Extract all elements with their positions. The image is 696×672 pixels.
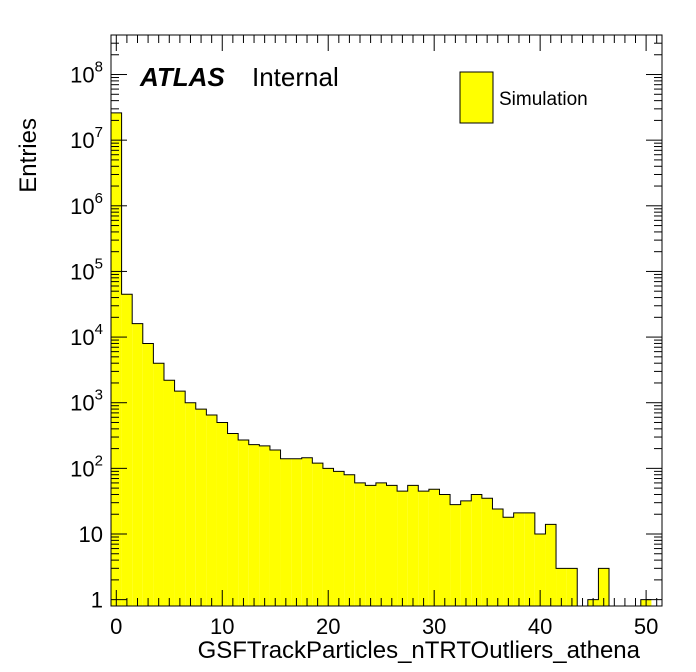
y-tick-label: 1 <box>91 588 103 613</box>
x-tick-labels: 0 10 20 30 40 50 <box>110 614 658 639</box>
y-tick-base: 10 <box>70 456 94 481</box>
histogram-bar <box>545 524 557 606</box>
histogram-bar <box>291 458 302 606</box>
histogram-bar <box>269 450 281 606</box>
histogram-bar <box>513 512 525 606</box>
histogram-bar <box>439 494 451 606</box>
histogram-bar <box>365 485 376 606</box>
histogram-bar <box>450 504 461 606</box>
y-tick-base: 10 <box>70 391 94 416</box>
histogram-outline <box>110 112 652 607</box>
histogram-bar <box>238 440 249 606</box>
histogram-bar <box>566 568 578 606</box>
y-tick-base: 10 <box>70 63 94 88</box>
y-tick-label: 103 <box>70 387 103 416</box>
histogram-bar <box>121 294 133 606</box>
histogram-bar <box>216 422 228 606</box>
y-tick-label: 107 <box>70 124 103 153</box>
histogram-bar <box>185 402 196 606</box>
y-tick-exponent: 4 <box>95 321 103 338</box>
histogram-bar <box>163 380 175 606</box>
y-tick-exponent: 3 <box>95 387 103 404</box>
histogram-bar <box>142 343 154 606</box>
histogram-bar <box>280 458 292 606</box>
histogram-bar <box>344 474 355 606</box>
y-tick-base: 1 <box>91 588 103 613</box>
histogram-bar <box>206 414 217 606</box>
atlas-label: ATLAS <box>139 62 225 92</box>
histogram-bar <box>534 533 546 606</box>
histogram-bar <box>481 498 493 606</box>
y-tick-label: 104 <box>70 321 103 350</box>
legend: Simulation <box>459 71 588 124</box>
histogram-bar <box>153 363 164 606</box>
histogram-bar <box>375 482 387 606</box>
y-tick-exponent: 2 <box>95 452 103 469</box>
y-tick-base: 10 <box>70 259 94 284</box>
histogram-bars <box>110 112 652 607</box>
y-tick-exponent: 7 <box>95 124 103 141</box>
x-tick-label: 50 <box>634 614 658 639</box>
y-tick-base: 10 <box>70 128 94 153</box>
legend-label: Simulation <box>499 89 588 110</box>
y-tick-base: 10 <box>79 522 103 547</box>
histogram-bar <box>312 463 323 606</box>
y-tick-exponent: 6 <box>95 190 103 207</box>
histogram-bar <box>195 409 207 606</box>
y-tick-label: 108 <box>70 59 103 88</box>
y-tick-exponent: 5 <box>95 255 103 272</box>
x-tick-label: 10 <box>210 614 234 639</box>
histogram-bar <box>259 445 270 606</box>
histogram-bar <box>428 489 440 606</box>
histogram-bar <box>386 485 398 606</box>
histogram-bar <box>397 491 408 606</box>
x-tick-label: 20 <box>316 614 340 639</box>
histogram-bar <box>354 482 366 606</box>
histogram-bar <box>503 517 514 606</box>
y-axis-title: Entries <box>15 118 42 193</box>
histogram-bar <box>248 444 260 606</box>
y-tick-label: 105 <box>70 255 103 284</box>
legend-swatch <box>459 71 494 124</box>
histogram-bar <box>301 457 313 606</box>
histogram-bar <box>460 500 472 606</box>
histogram-bar <box>132 323 143 606</box>
histogram-bar <box>598 568 610 606</box>
histogram-bar <box>418 491 429 606</box>
y-tick-label: 102 <box>70 452 103 481</box>
internal-label: Internal <box>252 62 339 92</box>
y-tick-base: 10 <box>70 325 94 350</box>
y-tick-label: 10 <box>79 522 103 547</box>
axis-ticks <box>111 34 662 606</box>
histogram-bar <box>227 433 239 606</box>
histogram-bar <box>407 485 419 606</box>
x-tick-label: 30 <box>422 614 446 639</box>
x-axis-title: GSFTrackParticles_nTRTOutliers_athena <box>198 637 641 664</box>
histogram-bar <box>322 468 334 606</box>
histogram-bar <box>111 112 122 606</box>
histogram-bar <box>333 471 345 606</box>
y-tick-base: 10 <box>70 194 94 219</box>
histogram-bar <box>492 509 504 606</box>
y-tick-exponent: 8 <box>95 59 103 76</box>
x-tick-label: 40 <box>528 614 552 639</box>
y-tick-label: 106 <box>70 190 103 219</box>
histogram-bar <box>524 512 535 606</box>
plot-frame <box>110 34 663 607</box>
x-tick-label: 0 <box>110 614 122 639</box>
histogram-bar <box>556 568 567 606</box>
histogram-bar <box>471 494 482 606</box>
histogram-bar <box>174 391 186 606</box>
